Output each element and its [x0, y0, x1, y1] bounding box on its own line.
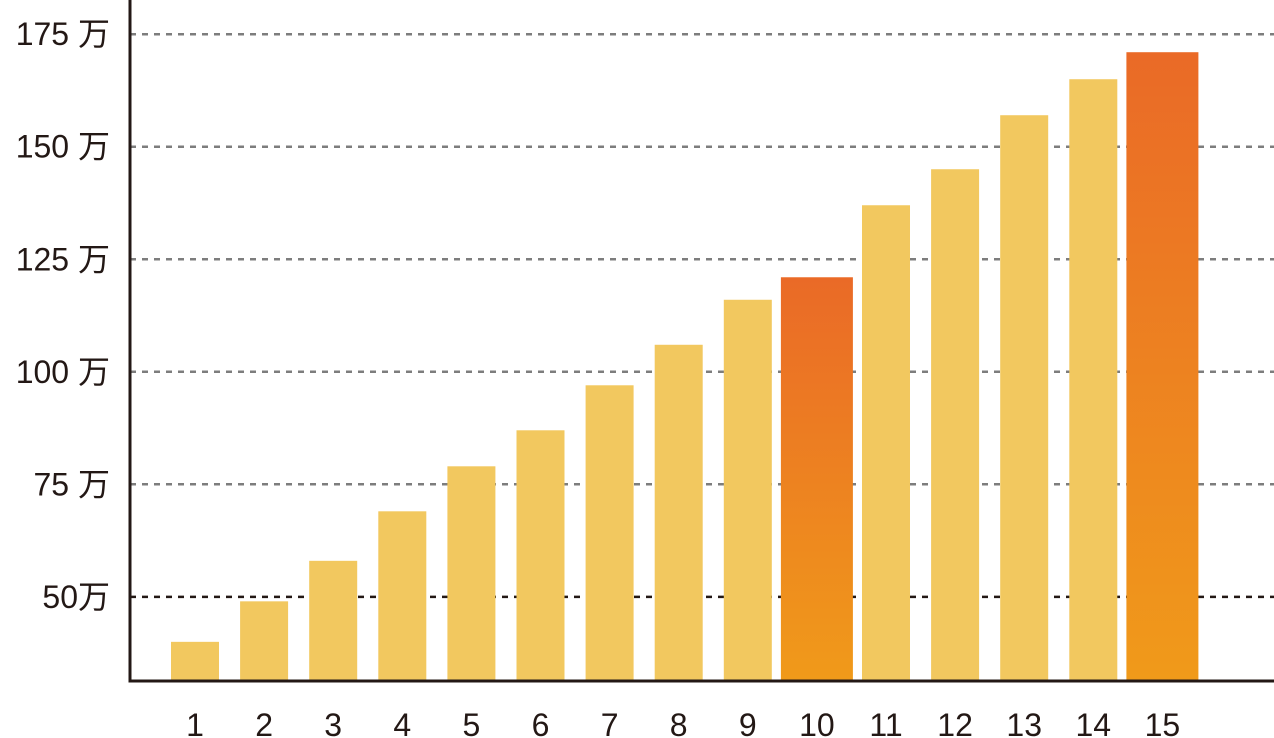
- x-tick-label: 7: [601, 707, 619, 738]
- bar-1: [171, 641, 219, 681]
- x-tick-label: 2: [255, 707, 273, 738]
- x-tick-label: 9: [739, 707, 757, 738]
- bars: [171, 52, 1199, 682]
- x-tick-label: 10: [799, 707, 835, 738]
- y-tick-label: 75 万: [34, 466, 111, 502]
- x-tick-label: 8: [670, 707, 688, 738]
- y-tick-label: 125 万: [16, 241, 110, 277]
- bar-2: [240, 601, 289, 681]
- bar-4: [378, 511, 427, 681]
- x-tick-label: 3: [324, 707, 342, 738]
- x-tick-label: 11: [869, 707, 902, 738]
- y-tick-label: 100 万: [16, 354, 110, 390]
- axes: [128, 0, 1274, 683]
- y-tick-label: 50万: [42, 579, 110, 615]
- x-tick-label: 6: [532, 707, 550, 738]
- bar-13: [1000, 115, 1049, 681]
- x-tick-label: 5: [463, 707, 481, 738]
- bar-6: [516, 430, 565, 681]
- bar-15: [1126, 52, 1199, 682]
- x-tick-labels: 1 2 3 4 5 6 7 8 9 10 11 12 13 14 15: [186, 707, 1180, 738]
- bar-9: [723, 299, 772, 681]
- bar-8: [654, 344, 703, 681]
- x-tick-label: 4: [393, 707, 411, 738]
- bar-3: [309, 560, 358, 681]
- bar-10: [780, 277, 853, 681]
- x-tick-label: 15: [1145, 707, 1181, 738]
- bar-12: [931, 169, 980, 681]
- y-tick-labels: 50万 75 万 100 万 125 万 150 万 175 万: [16, 16, 110, 615]
- x-tick-label: 1: [186, 707, 204, 738]
- y-tick-label: 175 万: [16, 16, 110, 52]
- x-tick-label: 14: [1076, 707, 1112, 738]
- bar-14: [1069, 79, 1118, 681]
- bar-5: [447, 466, 496, 681]
- y-tick-label: 150 万: [16, 129, 110, 165]
- x-tick-label: 13: [1006, 707, 1042, 738]
- bar-11: [862, 205, 910, 681]
- bar-7: [585, 385, 634, 681]
- x-tick-label: 12: [937, 707, 973, 738]
